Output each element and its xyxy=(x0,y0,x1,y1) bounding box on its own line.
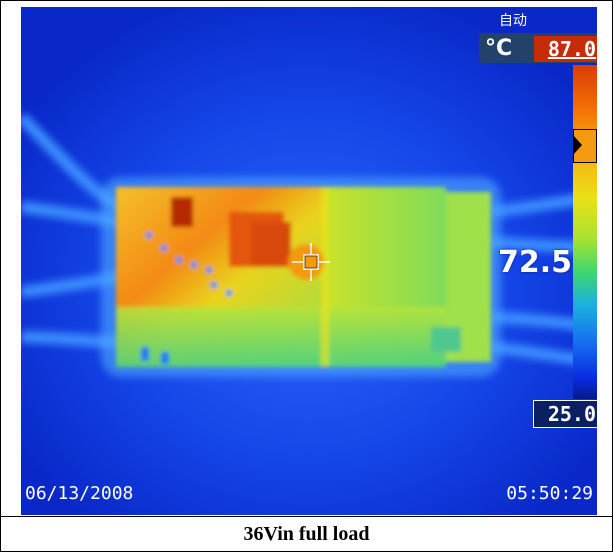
capture-time: 05:50:29 xyxy=(506,483,593,504)
marker-arrow-icon xyxy=(573,135,582,155)
figure-caption: 36Vin full load xyxy=(243,523,370,545)
temperature-scale-bar xyxy=(573,65,597,399)
circuit-board xyxy=(116,187,491,367)
crosshair-icon xyxy=(292,243,330,281)
capture-date: 06/13/2008 xyxy=(25,483,134,504)
unit-label: °C xyxy=(485,36,513,61)
max-temp-value: 87.0 xyxy=(534,36,597,62)
caption-divider xyxy=(1,516,612,517)
thermal-image: 自动 °C 87.0 25.0 72.5 06/13/2008 05:50:29 xyxy=(21,7,597,515)
min-temp-value: 25.0 xyxy=(533,400,597,428)
mode-label: 自动 xyxy=(499,13,527,29)
thermal-scene xyxy=(21,7,597,515)
spot-temperature: 72.5 xyxy=(498,245,573,280)
